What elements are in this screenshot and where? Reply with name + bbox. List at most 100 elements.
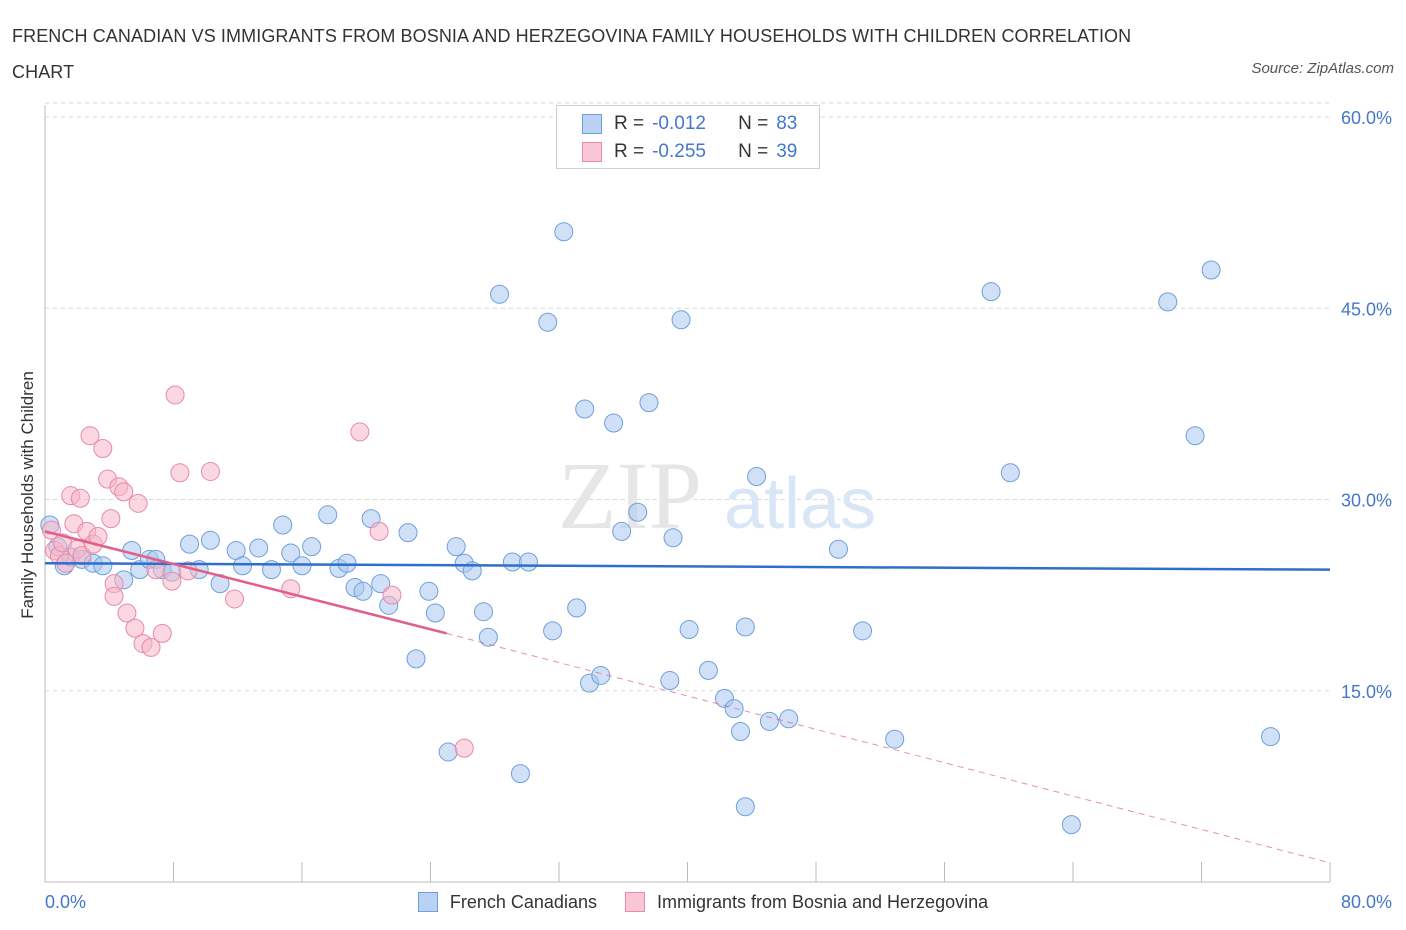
data-point xyxy=(885,729,905,749)
legend-swatch-blue xyxy=(417,892,438,912)
data-point xyxy=(698,660,718,680)
stats-box: R = -0.012 N = 83 R = -0.255 N = 39 xyxy=(556,105,820,169)
trend-lines xyxy=(44,530,1331,864)
data-point xyxy=(1158,292,1178,312)
data-point xyxy=(612,521,632,541)
data-point xyxy=(93,439,113,458)
data-point xyxy=(233,556,253,576)
data-point xyxy=(1061,815,1081,835)
data-point xyxy=(679,620,699,640)
legend-label: Immigrants from Bosnia and Herzegovina xyxy=(656,891,989,912)
data-point xyxy=(302,537,322,557)
data-point xyxy=(853,621,873,641)
chart-title: FRENCH CANADIAN VS IMMIGRANTS FROM BOSNI… xyxy=(12,26,1132,82)
legend-label: French Canadians xyxy=(449,891,597,912)
trend-line-bosnia xyxy=(44,530,447,635)
data-point xyxy=(104,586,124,606)
data-point xyxy=(490,284,510,304)
data-point xyxy=(273,515,293,535)
data-point xyxy=(828,539,848,559)
data-point xyxy=(518,552,538,572)
x-tick-label: 80.0% xyxy=(1341,892,1392,912)
stats-r-value: -0.012 xyxy=(652,113,706,134)
x-tick-label: 0.0% xyxy=(45,892,86,912)
data-point xyxy=(502,552,522,572)
data-point xyxy=(575,399,595,419)
data-point xyxy=(114,482,134,502)
data-point xyxy=(350,422,370,442)
data-point xyxy=(639,393,659,413)
y-tick-label: 45.0% xyxy=(1341,299,1392,319)
legend-item-bosnia: Immigrants from Bosnia and Herzegovina xyxy=(624,891,989,913)
source-label: Source: ZipAtlas.com xyxy=(1251,60,1394,77)
data-point xyxy=(369,521,389,541)
data-point xyxy=(454,738,474,758)
data-point xyxy=(382,585,402,605)
data-point xyxy=(117,603,137,623)
data-point xyxy=(478,627,498,647)
data-point xyxy=(170,463,190,483)
data-point xyxy=(70,488,90,508)
legend: French Canadians Immigrants from Bosnia … xyxy=(0,888,1406,916)
axes xyxy=(44,105,1331,883)
data-point xyxy=(446,537,466,557)
data-point xyxy=(200,461,220,481)
data-point xyxy=(474,602,494,622)
data-point xyxy=(438,742,458,762)
data-point xyxy=(1201,260,1221,280)
data-point xyxy=(419,581,439,601)
series-bosnia xyxy=(41,385,474,758)
stats-n-value: 39 xyxy=(776,141,798,162)
data-point xyxy=(604,413,624,433)
data-point xyxy=(1000,463,1020,483)
stats-r-value: -0.255 xyxy=(652,141,706,162)
data-point xyxy=(406,649,426,669)
data-point xyxy=(281,543,301,563)
data-point xyxy=(538,312,558,332)
data-point xyxy=(101,509,121,529)
stats-n-label: N = xyxy=(738,113,769,134)
data-point xyxy=(318,505,338,525)
data-point xyxy=(981,282,1001,302)
stats-swatch-blue xyxy=(582,114,602,134)
watermark: ZIP atlas xyxy=(558,442,876,549)
data-point xyxy=(371,574,391,594)
data-point xyxy=(200,530,220,550)
data-point xyxy=(249,538,269,558)
data-point xyxy=(735,797,755,817)
stats-row-blue: R = -0.012 N = 83 xyxy=(582,111,797,137)
data-point xyxy=(510,764,530,784)
data-point xyxy=(93,556,113,576)
stats-r-label: R = xyxy=(614,141,645,162)
data-point xyxy=(162,571,182,591)
data-point xyxy=(663,528,683,548)
legend-item-french-canadians: French Canadians xyxy=(417,891,597,913)
stats-row-pink: R = -0.255 N = 39 xyxy=(582,139,797,165)
data-point xyxy=(759,711,779,731)
tick-labels: 15.0% 30.0% 45.0% 60.0% 0.0% 80.0% xyxy=(45,108,1392,912)
data-point xyxy=(353,581,373,601)
data-point xyxy=(543,621,563,641)
data-point xyxy=(425,603,445,623)
trend-line-french-canadians xyxy=(44,562,1331,571)
stats-n-value: 83 xyxy=(776,113,798,134)
data-point xyxy=(671,310,691,330)
data-point xyxy=(165,385,185,405)
data-point xyxy=(1185,426,1205,446)
data-point xyxy=(225,589,245,609)
data-point xyxy=(724,699,744,719)
data-point xyxy=(125,618,145,638)
data-point xyxy=(554,222,574,242)
y-tick-label: 30.0% xyxy=(1341,491,1392,511)
data-point xyxy=(398,523,418,543)
data-point xyxy=(660,671,680,691)
data-point xyxy=(731,722,751,742)
data-point xyxy=(337,553,357,573)
data-point xyxy=(80,426,100,446)
data-point xyxy=(141,637,161,657)
data-point xyxy=(122,541,142,560)
y-tick-label: 60.0% xyxy=(1341,108,1392,128)
legend-swatch-pink xyxy=(624,892,645,912)
watermark-atlas: atlas xyxy=(724,464,876,544)
